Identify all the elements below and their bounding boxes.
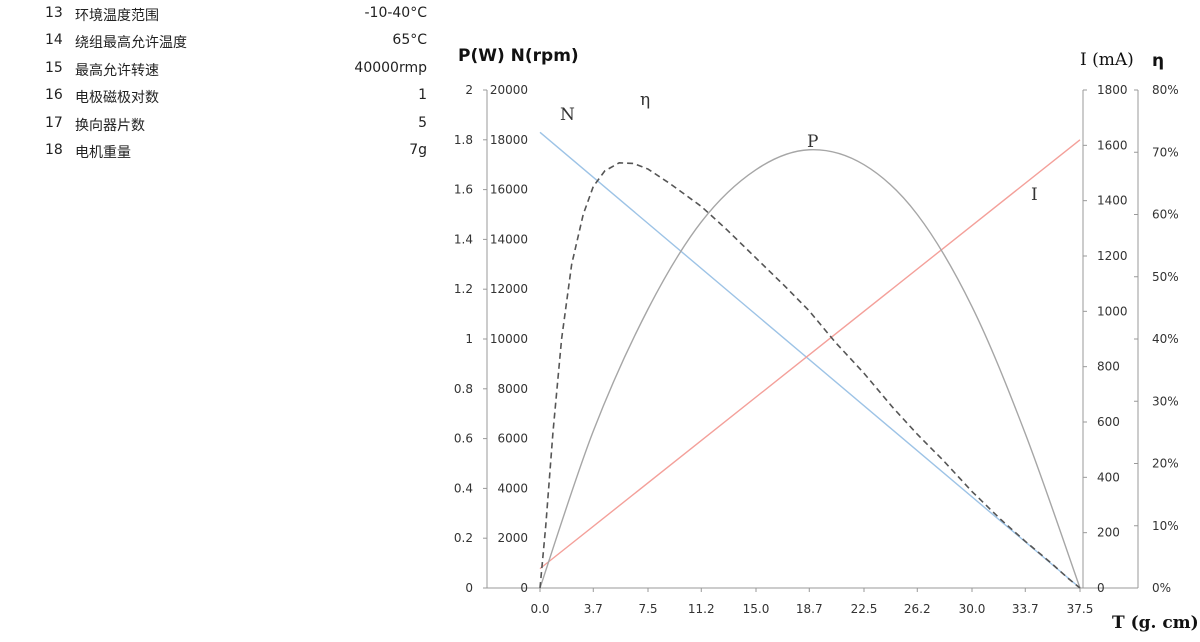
x-tick-label: 22.5 — [851, 602, 878, 616]
i-tick-label: 1200 — [1097, 249, 1128, 263]
n-tick-label: 2000 — [497, 531, 528, 545]
eta-tick-label: 0% — [1152, 581, 1171, 595]
p-tick-label: 0 — [465, 581, 473, 595]
spec-label: 环境温度范围 — [75, 8, 159, 24]
eta-tick-label: 50% — [1152, 270, 1179, 284]
spec-label: 绕组最高允许温度 — [75, 35, 187, 52]
eta-tick-label: 30% — [1152, 394, 1179, 408]
i-tick-label: 1000 — [1097, 304, 1128, 318]
eta-tick-label: 20% — [1152, 457, 1179, 471]
spec-row: 17 换向器片数 5 — [0, 110, 440, 137]
spec-table: 13 环境温度范围 -10-40°C 14 绕组最高允许温度 65°C 15 最高允许转速 40… — [0, 0, 440, 164]
i-tick-label: 400 — [1097, 470, 1120, 484]
spec-label: 最高允许转速 — [75, 62, 159, 79]
i-tick-label: 1400 — [1097, 194, 1128, 208]
curve-label-p: P — [807, 132, 818, 152]
spec-number: 18 — [45, 141, 63, 158]
spec-label: 电机重量 — [75, 144, 131, 161]
x-axis-title: T (g. cm) — [1112, 613, 1199, 633]
p-tick-label: 1.4 — [454, 232, 473, 246]
eta-tick-label: 40% — [1152, 332, 1179, 346]
i-tick-label: 1800 — [1097, 83, 1128, 97]
left-axis-title: P(W) N(rpm) — [458, 46, 579, 66]
eta-tick-label: 80% — [1152, 83, 1179, 97]
n-tick-label: 18000 — [490, 133, 528, 147]
eta-tick-label: 60% — [1152, 208, 1179, 222]
x-tick-label: 18.7 — [796, 602, 823, 616]
spec-value: 65°C — [392, 32, 427, 49]
p-tick-label: 0.8 — [454, 382, 473, 396]
n-tick-label: 14000 — [490, 232, 528, 246]
p-tick-label: 1 — [465, 332, 473, 346]
x-tick-label: 11.2 — [688, 602, 715, 616]
p-tick-label: 0.4 — [454, 481, 473, 495]
n-tick-label: 20000 — [490, 83, 528, 97]
series-p-line — [539, 149, 1081, 589]
n-tick-label: 6000 — [497, 432, 528, 446]
spec-number: 13 — [45, 5, 63, 21]
p-tick-label: 1.8 — [454, 133, 473, 147]
spec-label: 电极磁极对数 — [75, 90, 159, 107]
spec-value: 1 — [418, 87, 427, 104]
x-tick-label: 37.5 — [1067, 602, 1094, 616]
x-tick-label: 26.2 — [904, 602, 931, 616]
series-n-line — [539, 131, 1081, 589]
axes-layer: 00.20.40.60.811.21.41.61.820200040006000… — [454, 83, 1179, 616]
spec-row: 16 电极磁极对数 1 — [0, 82, 440, 109]
p-tick-label: 2 — [465, 83, 473, 97]
i-tick-label: 200 — [1097, 526, 1120, 540]
spec-row: 18 电机重量 7g — [0, 137, 440, 164]
series-i-line — [539, 139, 1081, 570]
p-tick-label: 1.2 — [454, 282, 473, 296]
spec-number: 15 — [45, 59, 63, 76]
n-tick-label: 0 — [520, 581, 528, 595]
n-tick-label: 10000 — [490, 332, 528, 346]
x-tick-label: 30.0 — [959, 602, 986, 616]
eta-tick-label: 10% — [1152, 519, 1179, 533]
n-tick-label: 4000 — [497, 481, 528, 495]
i-axis-title: I (mA) — [1080, 50, 1134, 70]
curve-label-n: N — [560, 105, 575, 125]
n-tick-label: 12000 — [490, 282, 528, 296]
spec-number: 17 — [45, 114, 63, 131]
spec-label: 换向器片数 — [75, 117, 145, 134]
curve-label-eta: η — [640, 90, 650, 110]
n-tick-label: 16000 — [490, 183, 528, 197]
x-tick-label: 7.5 — [638, 602, 657, 616]
spec-row: 14 绕组最高允许温度 65°C — [0, 27, 440, 54]
eta-axis-title: η — [1152, 51, 1164, 71]
labels-layer: P(W) N(rpm) I (mA) η T (g. cm) N I Pη — [458, 46, 1199, 633]
p-tick-label: 1.6 — [454, 183, 473, 197]
series-eta-line — [539, 162, 1081, 589]
series-layer — [539, 131, 1081, 589]
i-tick-label: 1600 — [1097, 138, 1128, 152]
n-tick-label: 8000 — [497, 382, 528, 396]
spec-row: 13 环境温度范围 -10-40°C — [0, 0, 440, 27]
x-tick-label: 15.0 — [743, 602, 770, 616]
p-tick-label: 0.2 — [454, 531, 473, 545]
spec-value: 5 — [418, 114, 427, 131]
spec-number: 16 — [45, 87, 63, 104]
spec-value: 7g — [409, 141, 427, 158]
x-tick-label: 33.7 — [1012, 602, 1039, 616]
x-tick-label: 3.7 — [584, 602, 603, 616]
spec-value: 40000rmp — [354, 59, 427, 76]
spec-value: -10-40°C — [364, 5, 427, 21]
i-tick-label: 0 — [1097, 581, 1105, 595]
curve-label-i: I — [1031, 185, 1038, 205]
eta-tick-label: 70% — [1152, 145, 1179, 159]
i-tick-label: 800 — [1097, 360, 1120, 374]
x-tick-label: 0.0 — [530, 602, 549, 616]
p-tick-label: 0.6 — [454, 432, 473, 446]
motor-performance-chart: 00.20.40.60.811.21.41.61.820200040006000… — [454, 46, 1199, 633]
spec-number: 14 — [45, 32, 63, 49]
spec-row: 15 最高允许转速 40000rmp — [0, 55, 440, 82]
i-tick-label: 600 — [1097, 415, 1120, 429]
